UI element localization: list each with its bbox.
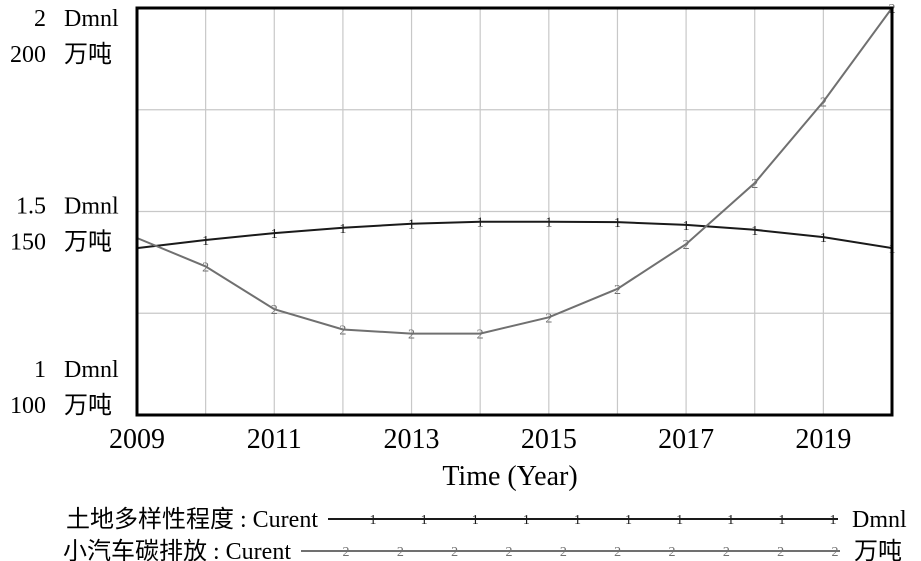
series-marker-1: 1 — [614, 216, 621, 231]
legend-marker-1: 1 — [727, 513, 734, 528]
series-marker-2: 2 — [271, 303, 278, 318]
legend-marker-2: 2 — [777, 545, 784, 560]
grid — [137, 8, 892, 415]
y-unit-label: Dmnl — [64, 6, 119, 32]
series-marker-1: 1 — [545, 216, 552, 231]
legend-marker-2: 2 — [397, 545, 404, 560]
series-line-2 — [136, 7, 893, 335]
x-tick-label: 2011 — [247, 424, 302, 455]
legend-marker-2: 2 — [832, 545, 839, 560]
legend-marker-2: 2 — [669, 545, 676, 560]
legend-marker-1: 1 — [574, 513, 581, 528]
series-marker-2: 2 — [339, 324, 346, 339]
series-marker-2: 2 — [820, 96, 827, 111]
legend-marker-2: 2 — [560, 545, 567, 560]
legend-marker-2: 2 — [451, 545, 458, 560]
x-tick-label: 2019 — [795, 424, 851, 455]
y-unit-label: 万吨 — [64, 41, 112, 68]
legend-marker-2: 2 — [723, 545, 730, 560]
series-marker-2: 2 — [614, 283, 621, 298]
x-tick-label: 2017 — [658, 424, 714, 455]
series-marker-2: 2 — [408, 328, 415, 343]
y-unit-label: 万吨 — [64, 229, 112, 256]
series-marker-1: 1 — [408, 218, 415, 233]
legend-marker-2: 2 — [614, 545, 621, 560]
y-tick-label: 100 — [10, 393, 46, 419]
series-marker-1: 1 — [820, 231, 827, 246]
series-marker-2: 2 — [477, 328, 484, 343]
legend-marker-2: 2 — [343, 545, 350, 560]
y-unit-label: 万吨 — [64, 392, 112, 419]
legend-marker-1: 1 — [625, 513, 632, 528]
series-line-1 — [136, 220, 893, 250]
legend-label-1: 土地多样性程度 : Curent — [66, 506, 318, 533]
series-marker-1: 1 — [339, 222, 346, 237]
x-tick-label: 2009 — [109, 424, 165, 455]
y-tick-label: 2 — [34, 6, 46, 32]
legend-marker-1: 1 — [523, 513, 530, 528]
series-marker-2: 2 — [545, 311, 552, 326]
series-marker-1: 1 — [751, 224, 758, 239]
series-marker-1: 1 — [202, 234, 209, 249]
legend-marker-1: 1 — [676, 513, 683, 528]
legend-marker-2: 2 — [506, 545, 513, 560]
y-tick-label: 1 — [34, 357, 46, 383]
plot-border — [135, 6, 894, 417]
y-tick-label: 200 — [10, 42, 46, 68]
y-tick-label: 150 — [10, 230, 46, 256]
series-marker-2: 2 — [751, 177, 758, 192]
series-marker-1: 1 — [271, 227, 278, 242]
legend-label-2: 小汽车碳排放 : Curent — [63, 538, 291, 561]
y-tick-labels: 2 Dmnl 200 万吨 1.5 Dmnl 150 万吨 1 Dmnl 100 万吨 — [10, 6, 119, 419]
y-tick-label: 1.5 — [16, 194, 46, 220]
legend-marker-1: 1 — [778, 513, 785, 528]
series-marker-2: 2 — [202, 260, 209, 275]
legend-marker-1: 1 — [421, 513, 428, 528]
x-tick-labels: 2009 2011 2013 2015 2017 2019 — [109, 424, 851, 455]
x-axis-label: Time (Year) — [442, 461, 577, 492]
series-marker-1: 1 — [683, 219, 690, 234]
legend-marker-1: 1 — [370, 513, 377, 528]
legend-marker-1: 1 — [472, 513, 479, 528]
legend-unit-1: Dmnl — [852, 507, 907, 533]
series-marker-2: 2 — [683, 238, 690, 253]
legend: 土地多样性程度 : Curent 1 1 1 1 1 1 1 1 1 1 Dmnl 小汽车碳排放 : C… — [63, 506, 907, 561]
y-unit-label: Dmnl — [64, 357, 119, 383]
x-tick-label: 2015 — [521, 424, 577, 455]
y-unit-label: Dmnl — [64, 194, 119, 220]
x-tick-label: 2013 — [384, 424, 440, 455]
legend-unit-2: 万吨 — [854, 538, 902, 561]
legend-marker-1: 1 — [830, 513, 837, 528]
series-marker-1: 1 — [477, 216, 484, 231]
